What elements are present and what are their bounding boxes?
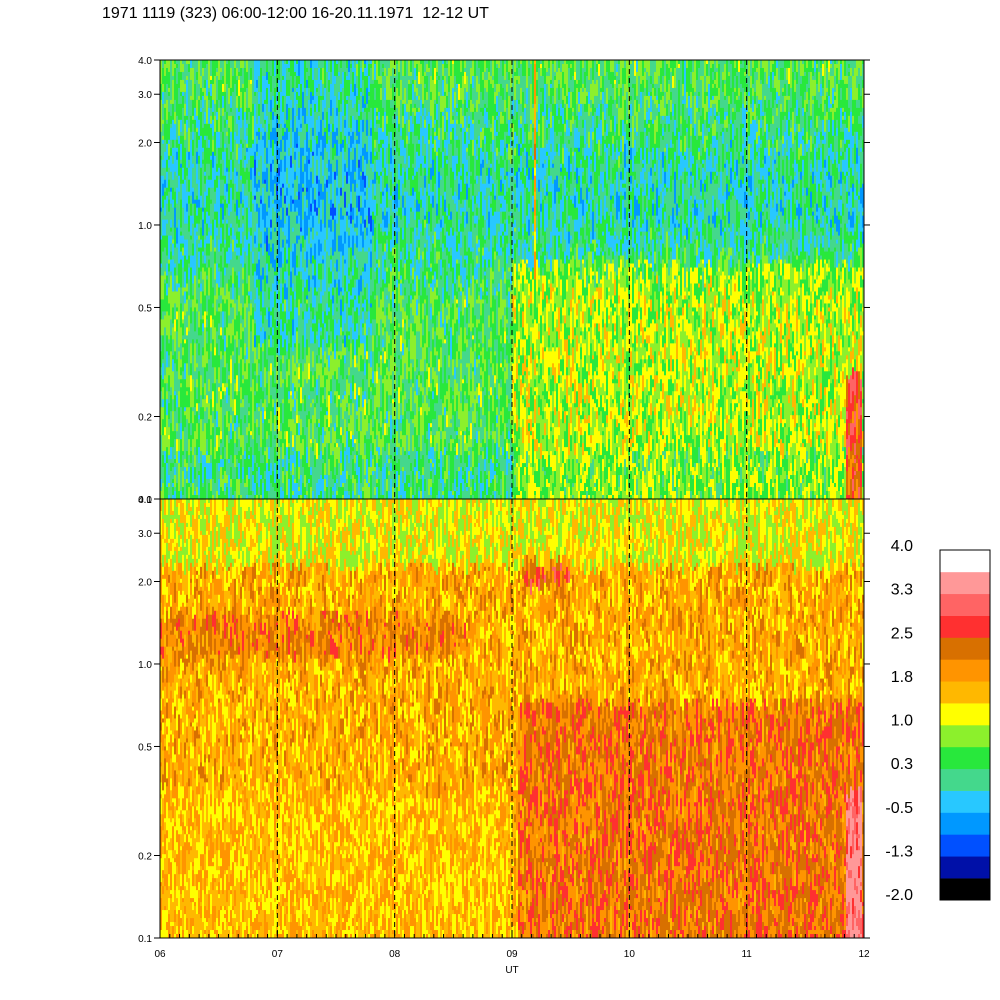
colorbar-swatch — [940, 878, 990, 900]
colorbar-swatch — [940, 725, 990, 747]
y-tick-label: 0.5 — [138, 742, 152, 753]
y-tick-label: 1.0 — [138, 221, 152, 232]
colorbar-label: -0.5 — [885, 800, 913, 817]
x-tick-label: 07 — [272, 949, 284, 960]
y-tick-label: 2.0 — [138, 577, 152, 588]
y-tick-label: 0.2 — [138, 852, 152, 863]
colorbar-swatch — [940, 638, 990, 660]
x-tick-label: 11 — [741, 949, 752, 960]
y-tick-label: 2.0 — [138, 138, 152, 149]
x-axis-label: UT — [505, 965, 518, 976]
colorbar-swatch — [940, 659, 990, 681]
x-tick-label: 09 — [506, 949, 518, 960]
colorbar-label: 0.3 — [891, 756, 913, 773]
colorbar-swatch — [940, 594, 990, 616]
y-tick-label: 0.5 — [138, 303, 152, 314]
colorbar-label: 4.0 — [891, 538, 913, 555]
y-tick-label: 0.1 — [138, 934, 152, 945]
colorbar-label: -2.0 — [885, 887, 913, 904]
colorbar-swatch — [940, 834, 990, 856]
colorbar-swatch — [940, 813, 990, 835]
x-tick-label: 12 — [858, 949, 870, 960]
colorbar-label: 1.8 — [891, 669, 913, 686]
upper-spectrogram-panel: 0.10.20.51.02.03.04.0 — [138, 56, 870, 506]
y-tick-label: 3.0 — [138, 529, 152, 540]
x-tick-label: 10 — [624, 949, 636, 960]
colorbar-swatch — [940, 703, 990, 725]
y-tick-label: 4.0 — [138, 495, 152, 506]
x-tick-label: 06 — [154, 949, 166, 960]
lower-spectrogram-panel: 0.1 0.2 0.5 1.0 2.0 3.0 4.0 — [138, 495, 870, 945]
y-tick-label: 3.0 — [138, 90, 152, 101]
colorbar-swatch — [940, 856, 990, 878]
colorbar-swatch — [940, 769, 990, 791]
y-tick-label: 0.2 — [138, 413, 152, 424]
colorbar-label: -1.3 — [885, 843, 913, 860]
colorbar: 4.0 3.3 2.5 1.8 1.0 0.3 -0.5 -1.3 -2.0 — [885, 538, 990, 904]
y-tick-label: 4.0 — [138, 56, 152, 67]
colorbar-swatch — [940, 550, 990, 572]
colorbar-swatch — [940, 747, 990, 769]
colorbar-label: 2.5 — [891, 625, 913, 642]
colorbar-swatch — [940, 681, 990, 703]
colorbar-label: 3.3 — [891, 582, 913, 599]
y-tick-label: 1.0 — [138, 660, 152, 671]
colorbar-swatch — [940, 616, 990, 638]
x-tick-label: 08 — [389, 949, 401, 960]
colorbar-swatch — [940, 791, 990, 813]
colorbar-label: 1.0 — [891, 713, 913, 730]
colorbar-swatch — [940, 572, 990, 594]
